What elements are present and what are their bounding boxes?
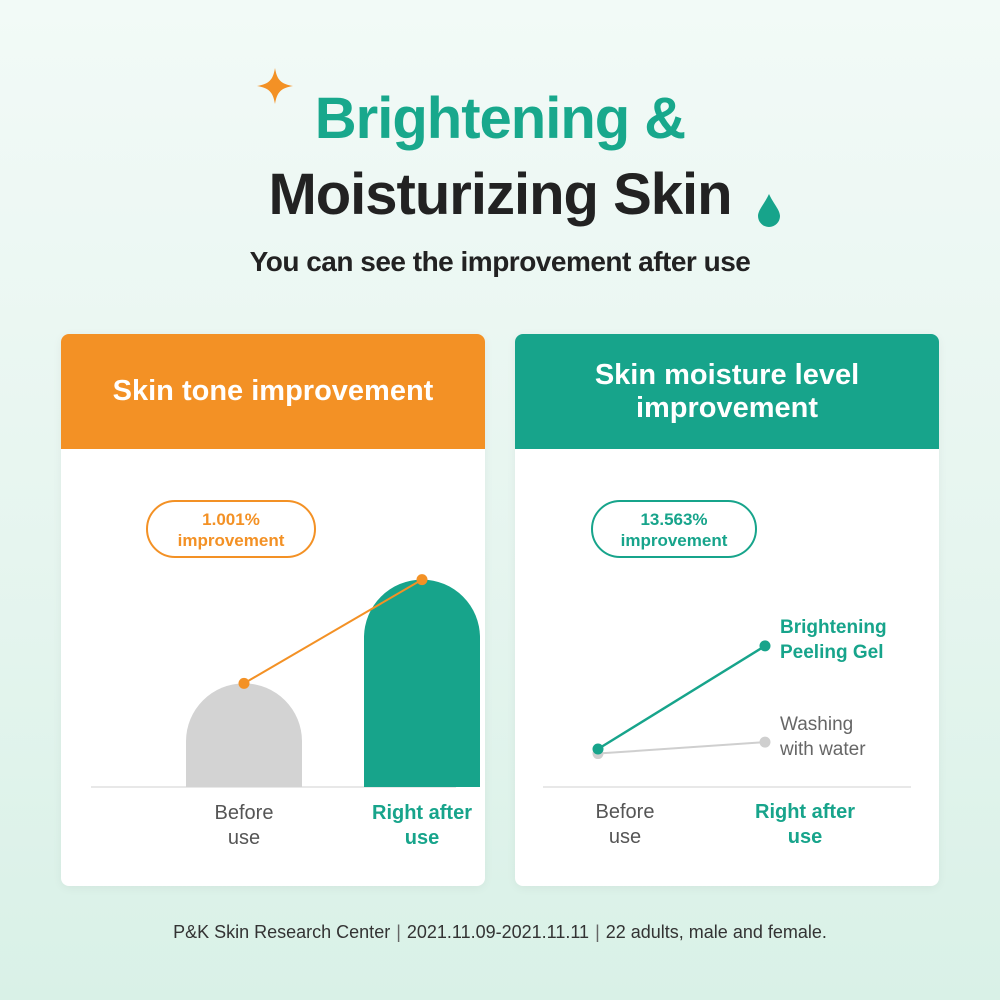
data-point xyxy=(592,743,604,755)
x-tick-label: Before xyxy=(596,801,655,823)
x-tick-label: use xyxy=(405,827,439,849)
data-point xyxy=(416,574,428,586)
callout-label: improvement xyxy=(178,531,285,550)
page-subtitle: You can see the improvement after use xyxy=(249,246,751,277)
footer-source: P&K Skin Research Center xyxy=(173,922,391,942)
series-line xyxy=(597,644,766,751)
callout-value: 1.001% xyxy=(202,510,260,529)
callout-pill xyxy=(146,500,316,558)
bar xyxy=(364,579,480,787)
series-label: Brightening xyxy=(780,617,887,638)
x-tick-label: use xyxy=(609,826,641,848)
moisture-card-title: Skin moisture level improvement xyxy=(515,334,939,449)
x-tick-label: use xyxy=(788,826,822,848)
x-tick-label: Right after xyxy=(372,802,472,824)
series-line xyxy=(597,741,766,755)
sparkle-icon xyxy=(257,68,293,104)
data-point xyxy=(759,736,771,748)
x-tick-label: Before xyxy=(215,802,274,824)
footer-separator: | xyxy=(595,922,600,942)
moisture-chart: Brightening Peeling Gel Washing with water 1… xyxy=(543,500,911,848)
footer-dates: 2021.11.09-2021.11.11 xyxy=(406,922,590,942)
footer-panel: 22 adults, male and female. xyxy=(605,922,827,942)
footer-separator: | xyxy=(396,922,401,942)
series-label: Washing xyxy=(780,714,853,735)
series-label: with water xyxy=(779,739,866,760)
page-title-line1: Brightening & xyxy=(314,86,686,151)
water-drop-icon xyxy=(758,194,780,227)
footer-source-note: P&K Skin Research Center | 2021.11.09-2021… xyxy=(0,920,1000,944)
callout-pill xyxy=(591,500,757,558)
callout-label: improvement xyxy=(621,531,728,550)
trend-line xyxy=(243,578,423,685)
x-tick-label: use xyxy=(228,827,260,849)
data-point xyxy=(238,677,250,689)
series-label: Peeling Gel xyxy=(780,642,883,663)
x-tick-label: Right after xyxy=(755,801,855,823)
data-point xyxy=(759,640,771,652)
heading: Brightening & Moisturizing Skin You can … xyxy=(0,0,1000,300)
skin-tone-card-title: Skin tone improvement xyxy=(61,334,485,449)
callout-value: 13.563% xyxy=(640,510,707,529)
moisture-card: Skin moisture level improvement Brighten… xyxy=(515,334,939,886)
page-title-line2: Moisturizing Skin xyxy=(268,162,732,227)
skin-tone-chart: 1.001% improvement Before use Right after use xyxy=(91,500,480,849)
bar xyxy=(186,683,302,787)
skin-tone-card: Skin tone improvement 1.001% improvement B… xyxy=(61,334,485,886)
